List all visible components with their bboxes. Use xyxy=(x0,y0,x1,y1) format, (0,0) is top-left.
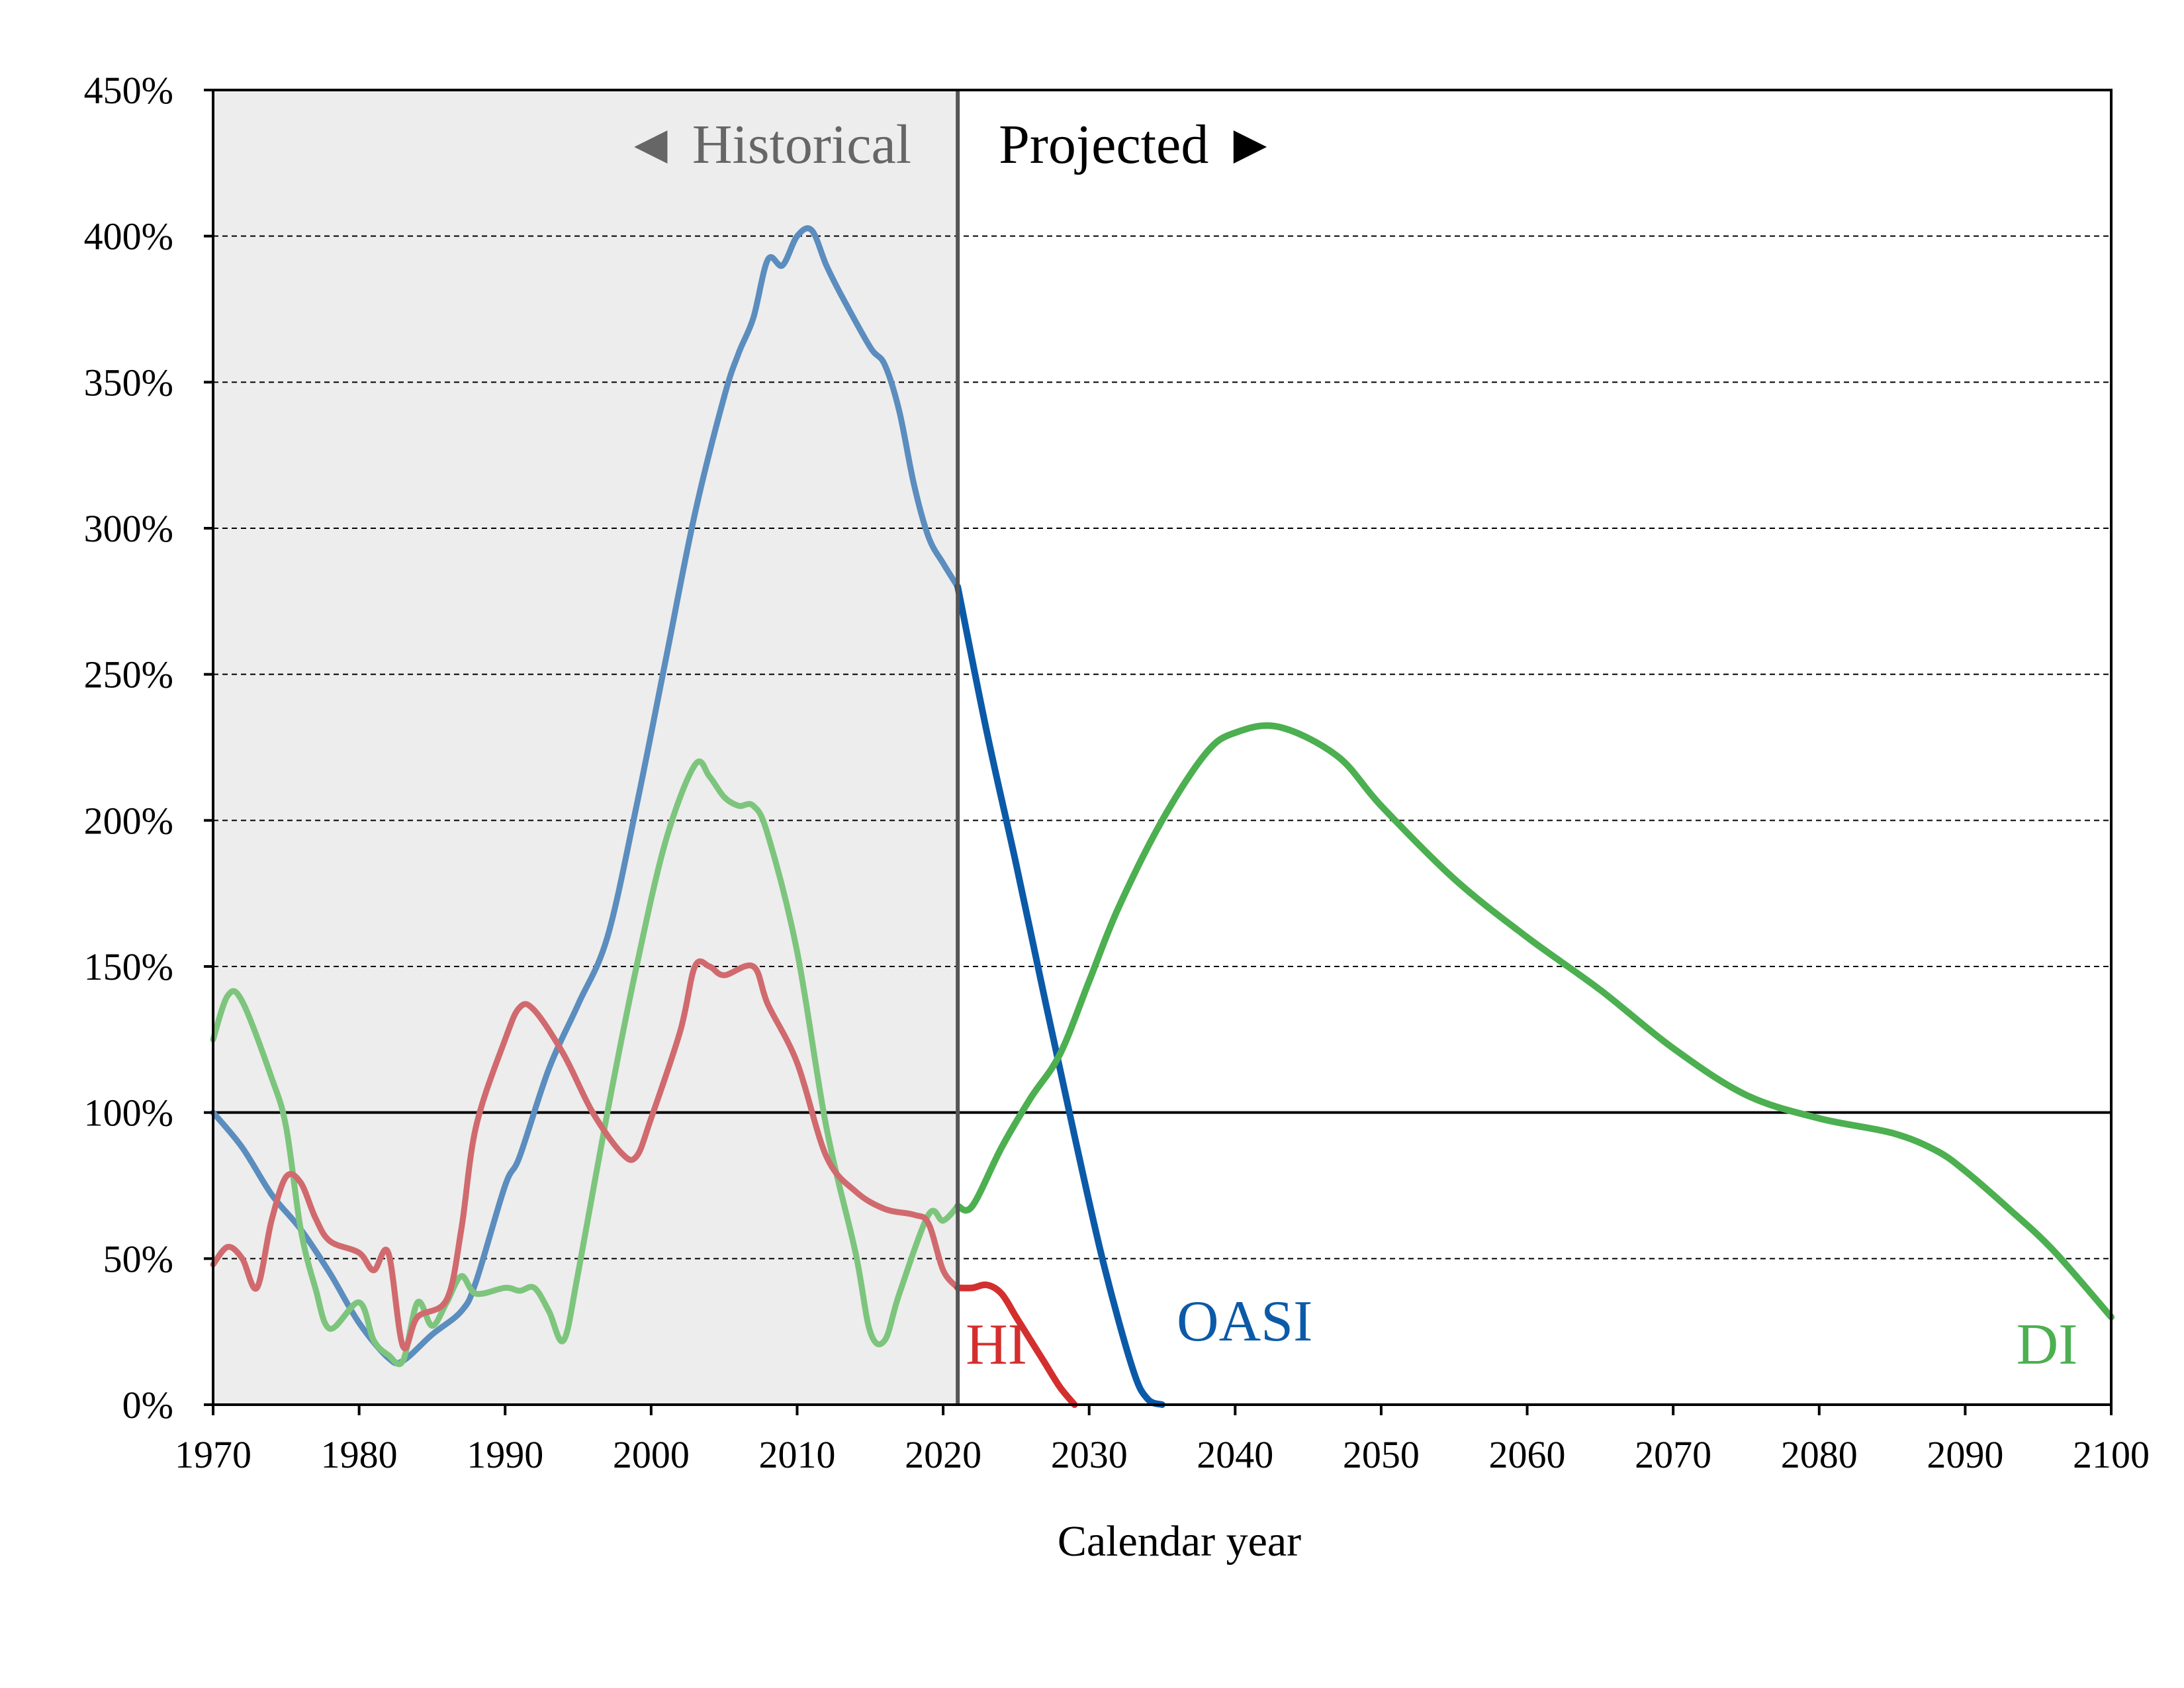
series-label-di: DI xyxy=(2017,1313,2078,1377)
series-label-oasi: OASI xyxy=(1177,1289,1312,1354)
series-line-oasi-projected xyxy=(954,583,1165,1408)
y-tick-label: 250% xyxy=(84,653,173,696)
grid-lines xyxy=(213,235,2111,1260)
x-tick-label: 1980 xyxy=(321,1433,398,1476)
x-tick-label: 2100 xyxy=(2073,1433,2150,1476)
x-tick-label: 2050 xyxy=(1343,1433,1420,1476)
y-tick-label: 400% xyxy=(84,215,173,258)
x-tick-label: 2010 xyxy=(758,1433,835,1476)
y-tick-label: 50% xyxy=(103,1237,173,1280)
series-line-di-projected xyxy=(954,722,2115,1321)
y-tick-label: 350% xyxy=(84,361,173,404)
historical-shading xyxy=(213,90,958,1405)
x-tick-label: 2020 xyxy=(905,1433,981,1476)
y-tick-label: 450% xyxy=(84,69,173,112)
historical-label: ◄ Historical xyxy=(623,114,911,175)
y-tick-label: 150% xyxy=(84,945,173,988)
x-tick-label: 2000 xyxy=(613,1433,690,1476)
x-tick-label: 1970 xyxy=(175,1433,251,1476)
y-tick-label: 200% xyxy=(84,799,173,842)
projected-label: Projected ► xyxy=(999,114,1277,175)
x-tick-label: 2080 xyxy=(1781,1433,1858,1476)
x-tick-label: 2030 xyxy=(1051,1433,1128,1476)
x-tick-label: 2090 xyxy=(1927,1433,2003,1476)
series-lines xyxy=(210,225,2115,1408)
x-tick-label: 2060 xyxy=(1489,1433,1566,1476)
x-tick-label: 2070 xyxy=(1635,1433,1711,1476)
y-axis-ticks: 0% 50% 100% 150% 200% 250% 300% 350% 400% 450% xyxy=(84,69,213,1427)
x-tick-label: 1990 xyxy=(467,1433,543,1476)
x-axis-ticks: 1970 1980 1990 2000 2010 2020 2030 2040 2050 2060… xyxy=(175,1405,2150,1476)
y-tick-label: 0% xyxy=(122,1383,173,1427)
series-line-hi-projected xyxy=(954,1281,1078,1408)
series-line-hi-historical xyxy=(210,958,961,1352)
series-label-hi: HI xyxy=(966,1313,1027,1377)
x-tick-label: 2040 xyxy=(1197,1433,1273,1476)
x-axis-title: Calendar year xyxy=(1058,1517,1301,1566)
plot-frame xyxy=(212,89,2113,1406)
y-tick-label: 100% xyxy=(84,1092,173,1135)
y-tick-label: 300% xyxy=(84,507,173,550)
